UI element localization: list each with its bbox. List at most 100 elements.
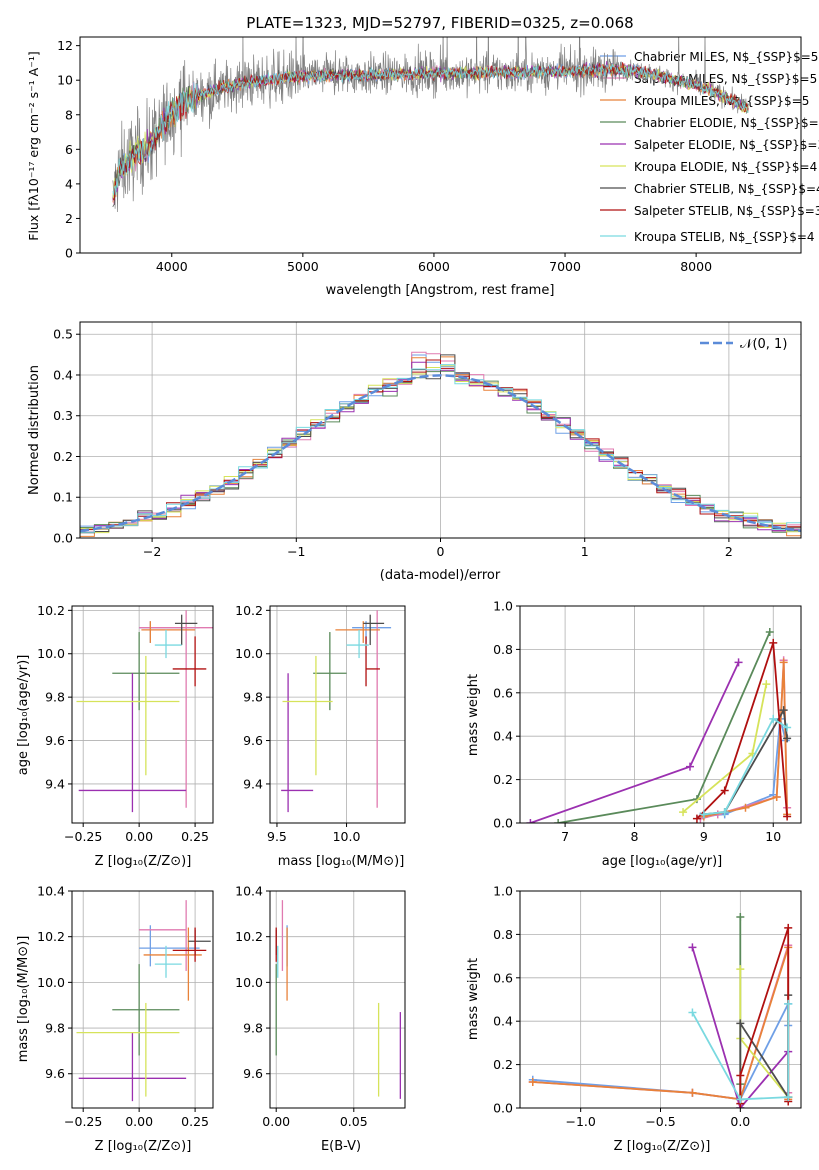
histogram-steps-salpeter_stelib bbox=[80, 359, 801, 537]
spectrum-ytick-label-1: 2 bbox=[65, 211, 73, 226]
weight_vs_age-xtick-label-2: 9 bbox=[700, 829, 708, 844]
weight_vs_Z-marker-salpeter_stelib-1 bbox=[736, 1071, 745, 1080]
spectrum-panel: PLATE=1323, MJD=52797, FIBERID=0325, z=0… bbox=[26, 14, 819, 298]
weight_vs_age-marker-salpeter_stelib-0 bbox=[692, 814, 701, 823]
age_vs_Z-axes bbox=[72, 606, 213, 823]
spectrum-ytick-label-0: 0 bbox=[65, 246, 73, 261]
weight-vs-z-panel: Z [log₁₀(Z/Z⊙)] mass weight bbox=[466, 958, 710, 1154]
weight_vs_age-marker-kroupa_stelib-0 bbox=[699, 810, 708, 819]
residual_histogram-xtick-label-0: −2 bbox=[143, 544, 161, 559]
weight_vs_Z-marker-chabrier_elodie-2 bbox=[736, 913, 745, 922]
histogram-xlabel: (data-model)/error bbox=[380, 568, 501, 583]
age_vs_Z-point-kroupa_miles bbox=[141, 621, 196, 643]
age_vs_mass-frame bbox=[269, 605, 406, 824]
age_vs_mass-plot-area bbox=[281, 610, 392, 813]
spectrum-ytick-label-4: 8 bbox=[65, 107, 73, 122]
weight_vs_age-marker-kroupa_miles-2 bbox=[772, 792, 781, 801]
mass-z-ylabel: mass [log₁₀(M/M⊙)] bbox=[16, 936, 31, 1063]
mass-z-xlabel: Z [log₁₀(Z/Z⊙)] bbox=[95, 1139, 192, 1154]
weight_vs_age-marker-kroupa_stelib-3 bbox=[783, 723, 792, 732]
age_vs_Z-ytick-label-0: 9.4 bbox=[45, 776, 65, 791]
residual_histogram-ytick-label-4: 0.4 bbox=[53, 367, 73, 382]
weight_vs_age-marker-kroupa_elodie-2 bbox=[762, 680, 771, 689]
mass_vs_Z-point-chabrier_miles bbox=[139, 925, 200, 967]
spectrum-xtick-label-3: 7000 bbox=[549, 259, 581, 274]
age_vs_mass-xtick-label-1: 10.0 bbox=[333, 829, 361, 844]
mass_vs_Z-point-kroupa_elodie bbox=[76, 1002, 180, 1097]
age_vs_mass-point-chabrier_stelib bbox=[363, 614, 385, 646]
residual_histogram-axes bbox=[80, 322, 801, 539]
spectrum-xtick-label-0: 4000 bbox=[156, 259, 188, 274]
age_vs_Z-xtick-label-1: 0.00 bbox=[125, 829, 153, 844]
weight_vs_age-marker-chabrier_stelib-2 bbox=[779, 706, 788, 715]
weight_vs_Z-xtick-label-2: 0.0 bbox=[730, 1114, 750, 1129]
mass_vs_Z-ytick-label-3: 10.2 bbox=[37, 929, 65, 944]
weight_vs_age-marker-salpeter_elodie-1 bbox=[685, 762, 694, 771]
weight_vs_age-marker-kroupa_miles-1 bbox=[741, 803, 750, 812]
weight_vs_Z-marker-kroupa_stelib-2 bbox=[784, 1093, 793, 1102]
weight_vs_age-marker-chabrier_elodie-2 bbox=[765, 628, 774, 637]
spectrum-axes bbox=[112, 37, 749, 213]
age_vs_mass-ytick-label-4: 10.2 bbox=[235, 603, 263, 618]
weight_vs_Z-marker-salpeter_stelib-2 bbox=[784, 923, 793, 932]
weight_vs_Z-ytick-label-4: 0.8 bbox=[493, 927, 513, 942]
age_vs_Z-ytick-label-2: 9.8 bbox=[45, 690, 65, 705]
mass_vs_Z-point-kroupa_miles bbox=[143, 927, 202, 1001]
mass_vs_ebv-plot-area bbox=[275, 900, 401, 1099]
weight_vs_Z-line-kroupa_stelib bbox=[691, 1003, 790, 1101]
legend-salpeter-elodie: Salpeter ELODIE, N$_{SSP}$=3 bbox=[634, 138, 819, 152]
weight-vs-age-panel: age [log₁₀(age/yr)] mass weight bbox=[466, 674, 722, 869]
spectrum-xtick-label-2: 6000 bbox=[418, 259, 450, 274]
mass-vs-ebv-panel: E(B-V) bbox=[321, 1139, 361, 1154]
weight_vs_age-marker-kroupa_stelib-2 bbox=[769, 714, 778, 723]
weight-age-ylabel: mass weight bbox=[466, 674, 481, 756]
spectrum-ytick-label-5: 10 bbox=[57, 73, 73, 88]
weight_vs_age-marker-salpeter_stelib-3 bbox=[783, 812, 792, 821]
legend-chabrier-stelib: Chabrier STELIB, N$_{SSP}$=4 bbox=[634, 182, 819, 196]
weight_vs_age-marker-kroupa_miles-3 bbox=[779, 658, 788, 667]
mass_vs_Z-ytick-label-4: 10.4 bbox=[37, 884, 65, 899]
weight_vs_age-marker-chabrier_stelib-3 bbox=[783, 734, 792, 743]
legend-kroupa-stelib: Kroupa STELIB, N$_{SSP}$=4 bbox=[634, 230, 815, 244]
residual_histogram-ytick-label-0: 0.0 bbox=[53, 531, 73, 546]
weight_vs_Z-ytick-label-1: 0.2 bbox=[493, 1057, 513, 1072]
weight_vs_Z-ytick-label-3: 0.6 bbox=[493, 970, 513, 985]
spectrum-xlabel: wavelength [Angstrom, rest frame] bbox=[326, 283, 555, 298]
age-mass-xlabel: mass [log₁₀(M/M⊙)] bbox=[278, 854, 405, 869]
weight_vs_age-ytick-label-1: 0.2 bbox=[493, 772, 513, 787]
mass_vs_Z-point-salpeter_stelib bbox=[172, 927, 207, 962]
residual_histogram-plot-area bbox=[80, 351, 801, 538]
spectrum-model-kroupa_stelib bbox=[112, 63, 749, 196]
spectrum-ytick-label-6: 12 bbox=[57, 38, 73, 53]
weight_vs_Z-xtick-label-0: −1.0 bbox=[565, 1114, 595, 1129]
weight_vs_Z-marker-kroupa_stelib-1 bbox=[736, 1095, 745, 1104]
weight_vs_age-axes bbox=[520, 605, 801, 824]
weight_vs_age-ytick-label-3: 0.6 bbox=[493, 685, 513, 700]
age_vs_mass-ytick-label-1: 9.6 bbox=[243, 733, 263, 748]
mass_vs_Z-frame bbox=[71, 890, 214, 1109]
spectrum-ytick-label-2: 4 bbox=[65, 176, 73, 191]
residual_histogram-ytick-label-1: 0.1 bbox=[53, 490, 73, 505]
weight_vs_age-xtick-label-3: 10 bbox=[765, 829, 781, 844]
age_vs_mass-ytick-label-0: 9.4 bbox=[243, 776, 263, 791]
weight_vs_age-marker-chabrier_elodie-0 bbox=[554, 819, 563, 823]
residual_histogram-ytick-label-3: 0.3 bbox=[53, 408, 73, 423]
mass_vs_ebv-ytick-label-1: 9.8 bbox=[243, 1021, 263, 1036]
gaussian-curve bbox=[80, 374, 801, 533]
age_vs_Z-frame bbox=[71, 605, 214, 824]
mass_vs_ebv-frame bbox=[269, 890, 406, 1109]
weight_vs_Z-marker-salpeter_elodie-0 bbox=[688, 943, 697, 952]
age_vs_mass-axes bbox=[270, 606, 405, 823]
age_vs_mass-point-salpeter_elodie bbox=[281, 673, 314, 813]
legend-salpeter-stelib: Salpeter STELIB, N$_{SSP}$=3 bbox=[634, 204, 819, 218]
age-vs-mass-panel: mass [log₁₀(M/M⊙)] bbox=[278, 854, 405, 869]
spectrum-xtick-label-4: 8000 bbox=[680, 259, 712, 274]
weight_vs_Z-plot-area bbox=[528, 913, 793, 1108]
legend-chabrier-miles: Chabrier MILES, N$_{SSP}$=5 bbox=[634, 50, 818, 64]
weight_vs_Z-marker-kroupa_stelib-3 bbox=[784, 999, 793, 1008]
spectrum-plot-area bbox=[112, 37, 749, 213]
weight_vs_age-marker-salpeter_stelib-1 bbox=[720, 786, 729, 795]
mass_vs_Z-ytick-label-0: 9.6 bbox=[45, 1066, 65, 1081]
